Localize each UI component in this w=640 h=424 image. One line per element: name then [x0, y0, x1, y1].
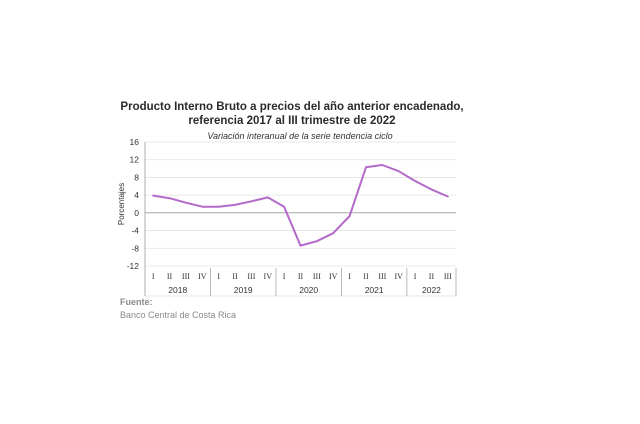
y-tick-label: -12: [127, 261, 140, 271]
x-tick-labels: I II III IV I II III IV I II III IV I II III IV I II III: [152, 272, 452, 281]
x-tick-label: II: [232, 272, 238, 281]
source-text: Banco Central de Costa Rica: [120, 310, 237, 320]
x-tick-label: II: [167, 272, 173, 281]
year-label: 2019: [234, 285, 253, 295]
x-tick-label: IV: [394, 272, 403, 281]
y-axis-label: Porcentajes: [117, 183, 126, 225]
series-layer: [152, 164, 449, 247]
x-tick-label: I: [217, 272, 220, 281]
x-tick-label: I: [414, 272, 417, 281]
x-tick-label: III: [444, 272, 452, 281]
source-label: Fuente:: [120, 297, 153, 307]
gridlines: [145, 141, 456, 267]
x-tick-label: III: [313, 272, 321, 281]
y-tick-label: 12: [130, 155, 140, 165]
x-tick-label: II: [429, 272, 435, 281]
y-tick-label: 8: [134, 172, 139, 182]
x-tick-label: I: [283, 272, 286, 281]
chart-title-line2: referencia 2017 al III trimestre de 2022: [188, 115, 395, 127]
axes: [144, 142, 457, 297]
year-label: 2021: [365, 285, 384, 295]
year-labels: 2018 2019 2020 2021 2022: [168, 285, 441, 295]
x-tick-label: IV: [329, 272, 338, 281]
chart-subtitle: Variación interanual de la serie tendenc…: [207, 131, 392, 141]
y-tick-label: 0: [134, 208, 139, 218]
y-tick-labels: 16 12 8 4 0 -4 -8 -12: [127, 137, 140, 271]
x-tick-label: IV: [264, 272, 273, 281]
x-tick-label: I: [152, 272, 155, 281]
x-tick-label: II: [298, 272, 304, 281]
x-tick-label: III: [378, 272, 386, 281]
series-line: [152, 164, 449, 247]
chart-title-line1: Producto Interno Bruto a precios del año…: [120, 101, 463, 113]
year-label: 2018: [168, 285, 187, 295]
x-tick-label: IV: [198, 272, 207, 281]
year-label: 2020: [299, 285, 318, 295]
x-tick-label: II: [363, 272, 369, 281]
y-tick-label: -4: [131, 226, 139, 236]
y-tick-label: 16: [130, 137, 140, 147]
y-tick-label: 4: [134, 190, 139, 200]
x-tick-label: III: [247, 272, 255, 281]
year-label: 2022: [422, 285, 441, 295]
x-tick-label: III: [182, 272, 190, 281]
y-tick-label: -8: [131, 243, 139, 253]
x-tick-label: I: [348, 272, 351, 281]
